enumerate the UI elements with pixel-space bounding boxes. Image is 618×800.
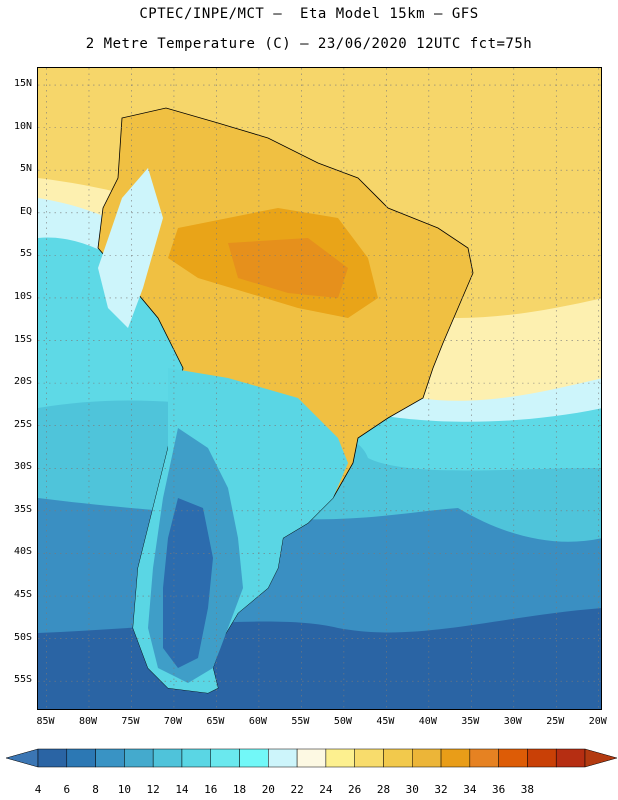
- colorbar-label: 24: [319, 783, 333, 796]
- lat-tick-label: 10N: [13, 120, 32, 132]
- lon-tick-label: 75W: [121, 716, 140, 727]
- colorbar-cell: [440, 748, 471, 768]
- colorbar-label: 22: [290, 783, 304, 796]
- colorbar-cell: [296, 748, 327, 768]
- map-frame: [37, 67, 602, 710]
- lat-tick-label: 40S: [13, 546, 32, 558]
- colorbar-label: 30: [405, 783, 419, 796]
- lon-tick-label: 80W: [78, 716, 97, 727]
- colorbar-cell: [37, 748, 68, 768]
- lat-tick-label: 5S: [19, 248, 32, 260]
- colorbar-cell: [325, 748, 355, 768]
- interior-zone-34: [228, 238, 348, 298]
- colorbar-label: 18: [232, 783, 247, 796]
- colorbar-high-triangle: [584, 748, 618, 768]
- colorbar-cell: [412, 748, 442, 768]
- lat-tick-label: 45S: [13, 589, 32, 601]
- colorbar-cell: [239, 748, 269, 768]
- lon-tick-label: 40W: [418, 716, 437, 727]
- colorbar-cell: [66, 748, 96, 768]
- lon-tick-label: 70W: [163, 716, 182, 727]
- colorbar-cell: [498, 748, 528, 768]
- colorbar-cell: [354, 748, 384, 768]
- lon-tick-label: 55W: [291, 716, 310, 727]
- lat-tick-label: 15N: [13, 78, 32, 90]
- colorbar-low-triangle: [5, 748, 39, 768]
- lon-tick-label: 45W: [376, 716, 395, 727]
- colorbar-cell: [95, 748, 125, 768]
- colorbar-cell: [555, 748, 586, 768]
- lon-tick-label: 20W: [588, 716, 607, 727]
- colorbar-cell: [210, 748, 240, 768]
- colorbar-cell: [383, 748, 413, 768]
- colorbar-label: 28: [376, 783, 391, 796]
- colorbar-cell: [124, 748, 154, 768]
- colorbar-label: 32: [434, 783, 448, 796]
- colorbar-label: 34: [463, 783, 477, 796]
- lat-tick-label: 20S: [13, 376, 32, 388]
- colorbar-cell: [469, 748, 499, 768]
- lat-tick-label: EQ: [19, 205, 32, 217]
- lat-tick-label: 35S: [13, 503, 32, 515]
- interior-zone-cool-west: [98, 168, 163, 328]
- colorbar-cell: [181, 748, 211, 768]
- colorbar-label: 8: [92, 783, 99, 796]
- colorbar-label: 38: [520, 783, 535, 796]
- colorbar-cell: [527, 748, 557, 768]
- colorbar-label: 6: [63, 783, 71, 796]
- map-grid: [38, 68, 601, 709]
- southern-cone-zone-8: [163, 498, 213, 668]
- colorbar-label: 16: [204, 783, 218, 796]
- colorbar-label: 4: [34, 783, 42, 796]
- lat-tick-label: 50S: [13, 631, 32, 643]
- lat-tick-label: 10S: [13, 290, 32, 302]
- lat-tick-label: 15S: [13, 333, 32, 345]
- colorbar-label: 26: [348, 783, 362, 796]
- colorbar-label: 20: [261, 783, 275, 796]
- colorbar-label: 36: [492, 783, 506, 796]
- lon-tick-label: 65W: [206, 716, 225, 727]
- colorbar-label: 14: [175, 783, 189, 796]
- lon-tick-label: 50W: [333, 716, 352, 727]
- colorbar-label: 12: [146, 783, 160, 796]
- temperature-colorbar: [5, 748, 618, 768]
- temperature-map: [38, 68, 601, 709]
- lon-tick-label: 25W: [546, 716, 565, 727]
- lon-tick-label: 30W: [503, 716, 522, 727]
- lon-tick-label: 85W: [36, 716, 55, 727]
- lat-tick-label: 25S: [13, 418, 32, 430]
- lon-tick-label: 35W: [461, 716, 480, 727]
- lat-tick-label: 5N: [19, 163, 32, 175]
- colorbar-cells: [37, 748, 586, 768]
- lon-tick-label: 60W: [248, 716, 267, 727]
- lat-tick-label: 55S: [13, 674, 32, 686]
- colorbar-cell: [152, 748, 183, 768]
- map-title-line2: 2 Metre Temperature (C) – 23/06/2020 12U…: [85, 36, 533, 52]
- colorbar-cell: [268, 748, 298, 768]
- map-title-line1: CPTEC/INPE/MCT – Eta Model 15km – GFS: [139, 6, 479, 22]
- colorbar-label: 10: [117, 783, 131, 796]
- lat-tick-label: 30S: [13, 461, 32, 473]
